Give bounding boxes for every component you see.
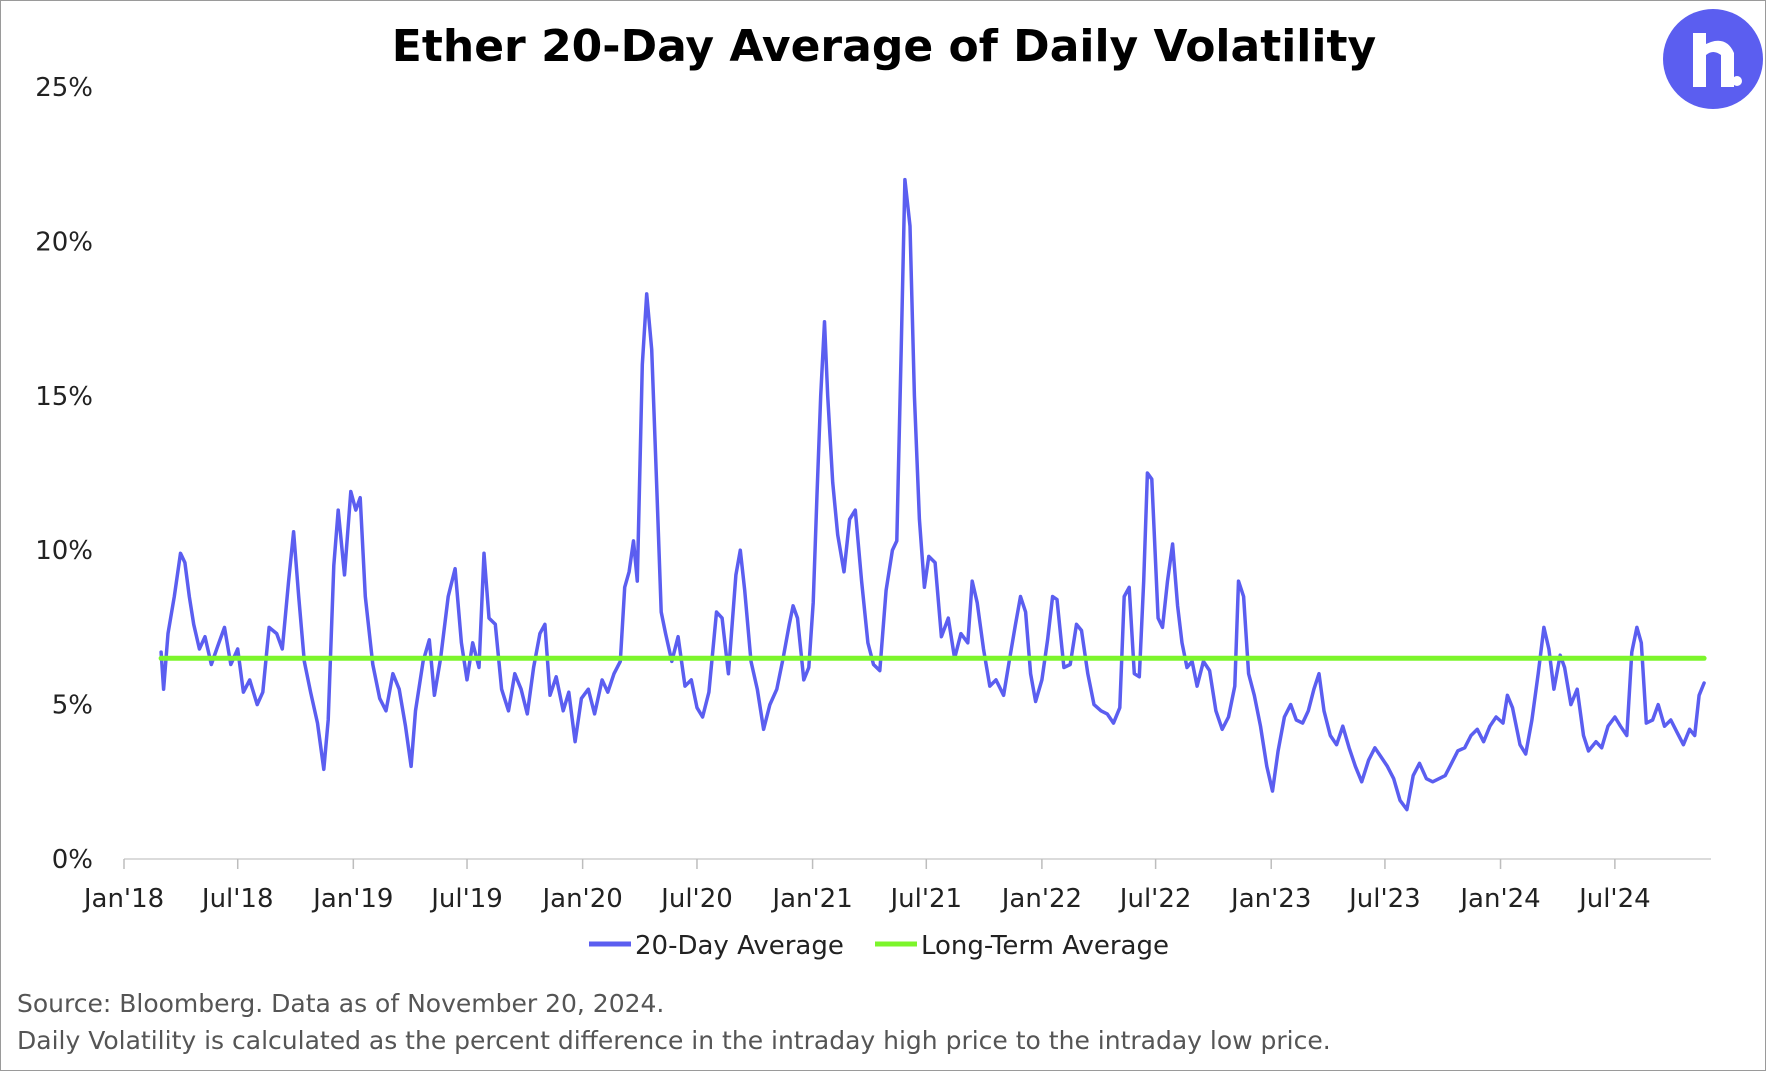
x-tick-label: Jul'20 [659,884,733,914]
chart-title: Ether 20-Day Average of Daily Volatility [392,21,1376,72]
x-tick-label: Jul'23 [1347,884,1421,914]
y-tick-label: 20% [35,227,93,257]
chart-axes: 0% 5% 10% 15% 20% 25% Jan'18 Jul'18 Jan'19 Jul'19… [35,73,1711,914]
y-tick-label: 5% [52,691,93,721]
series-line-20-day-average [159,177,1706,812]
series-layer [158,177,1707,812]
x-tick-label: Jan'24 [1458,884,1540,914]
x-tick-label: Jan'23 [1229,884,1311,914]
x-tick-label: Jul'18 [200,884,274,914]
y-tick-label: 15% [35,382,93,412]
y-tick-label: 25% [35,73,93,103]
y-tick-label: 0% [52,845,93,875]
r-letter-logo-icon [1663,9,1763,109]
y-tick-label: 10% [35,536,93,566]
source-note: Source: Bloomberg. Data as of November 2… [17,989,665,1018]
x-tick-label: Jan'18 [82,884,164,914]
logo-mark [1663,9,1763,109]
x-tick-label: Jan'20 [540,884,622,914]
x-tick-label: Jan'19 [311,884,393,914]
x-tick-label: Jan'22 [1000,884,1082,914]
definition-note: Daily Volatility is calculated as the pe… [17,1026,1331,1055]
legend: 20-Day Average Long-Term Average [589,931,1169,961]
x-tick-label: Jan'21 [770,884,852,914]
x-tick-label: Jul'24 [1577,884,1651,914]
x-tick-label: Jul'21 [888,884,962,914]
x-tick-label: Jul'22 [1118,884,1192,914]
x-tick-label: Jul'19 [429,884,503,914]
legend-label-20-day-average: 20-Day Average [635,931,844,961]
legend-label-long-term-average: Long-Term Average [921,931,1169,961]
